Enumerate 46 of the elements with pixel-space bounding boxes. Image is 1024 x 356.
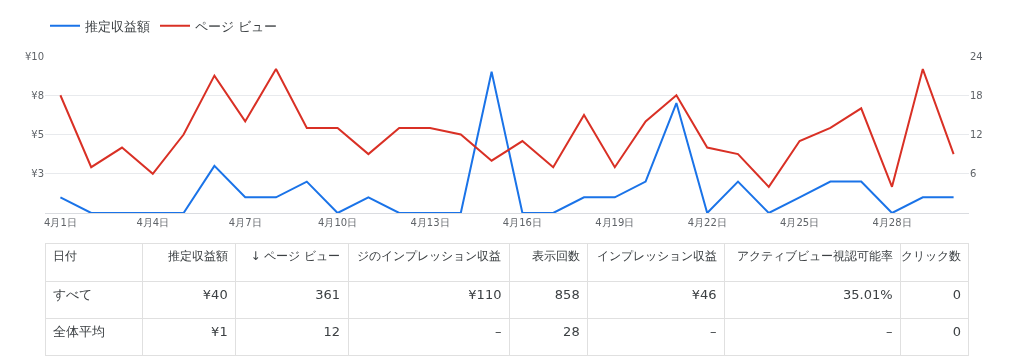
category-label: 表示回数 bbox=[531, 249, 580, 263]
category-label: 日付 bbox=[53, 249, 77, 263]
category-label: アクティブビュー視認可能率 bbox=[736, 249, 893, 263]
text: ¥40 bbox=[202, 286, 228, 302]
category-label: 推定収益額 bbox=[167, 249, 228, 263]
x-tick-label: 4月1日 bbox=[44, 217, 77, 228]
line-series bbox=[59, 70, 955, 213]
y2-tick-label: 24 bbox=[970, 50, 983, 62]
text: 0 bbox=[952, 323, 961, 339]
category-label: ↓ ページ ビュー bbox=[250, 249, 341, 263]
line-series bbox=[59, 68, 955, 188]
y2-tick-label: 6 bbox=[970, 168, 977, 180]
x-tick-label: 4月10日 bbox=[318, 217, 358, 228]
x-tick-label: 4月7日 bbox=[228, 217, 262, 228]
text: すべて bbox=[53, 286, 92, 302]
text: – bbox=[710, 323, 717, 339]
category-label: インプレッション収益 bbox=[596, 249, 717, 263]
y2-tick-label: 18 bbox=[970, 89, 983, 101]
text: 361 bbox=[315, 286, 341, 302]
x-tick-label: 4月28日 bbox=[872, 217, 912, 228]
y2-tick-label: 12 bbox=[970, 129, 983, 140]
text: 12 bbox=[323, 323, 341, 339]
text: ¥46 bbox=[691, 286, 717, 302]
y-tick-label: ¥10 bbox=[24, 50, 44, 62]
text: 0 bbox=[952, 286, 961, 302]
text: – bbox=[886, 323, 893, 339]
x-tick-label: 4月19日 bbox=[595, 217, 635, 228]
x-tick-label: 4月22日 bbox=[687, 217, 727, 228]
text: ¥1 bbox=[211, 323, 228, 339]
category-label: クリック数 bbox=[901, 249, 961, 263]
text: – bbox=[494, 323, 502, 339]
x-tick-label: 4月13日 bbox=[410, 217, 450, 228]
text: 28 bbox=[563, 323, 580, 339]
text: 35.01% bbox=[842, 286, 893, 302]
text: 全体平均 bbox=[53, 323, 105, 339]
text: 858 bbox=[554, 286, 580, 302]
y-tick-label: ¥8 bbox=[31, 89, 44, 101]
x-tick-label: 4月4日 bbox=[136, 217, 170, 228]
category-label: ジのインプレッション収益 bbox=[357, 249, 502, 263]
y-tick-label: ¥5 bbox=[31, 129, 44, 140]
x-tick-label: 4月25日 bbox=[780, 217, 820, 228]
legend-label: 推定収益額 bbox=[85, 18, 150, 34]
text: ¥110 bbox=[468, 286, 502, 302]
legend-label: ページ ビュー bbox=[195, 18, 278, 34]
x-tick-label: 4月16日 bbox=[502, 217, 542, 228]
y-tick-label: ¥3 bbox=[31, 168, 44, 180]
